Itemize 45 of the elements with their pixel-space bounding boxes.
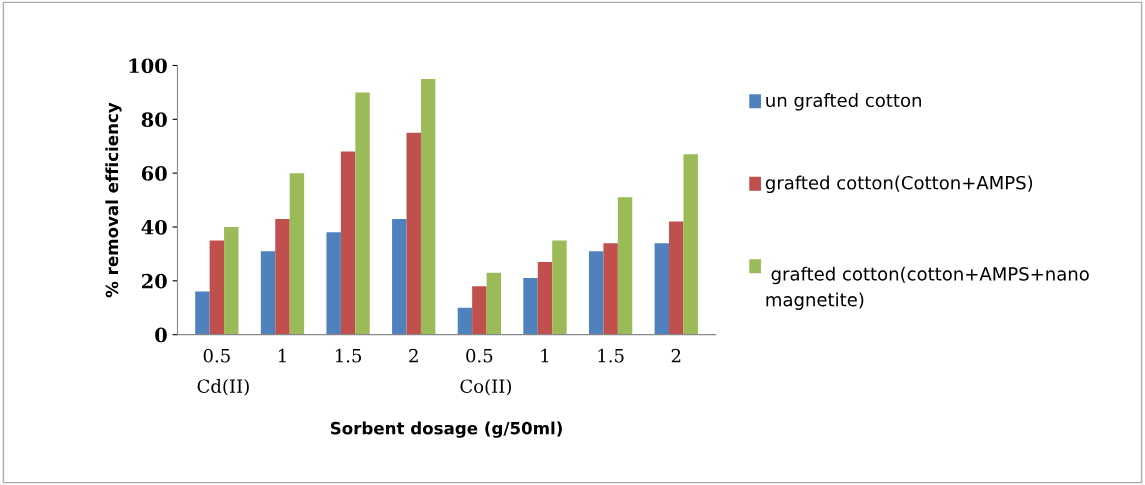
y-tick-label: 40 bbox=[141, 219, 167, 235]
bar bbox=[617, 197, 633, 335]
x-tick-label: 2 bbox=[671, 348, 681, 363]
legend-label: grafted cotton(cotton+AMPS+nano magnetite) bbox=[766, 266, 1089, 310]
x-tick-label: 0.5 bbox=[203, 348, 230, 363]
bar bbox=[326, 232, 341, 335]
bar bbox=[588, 251, 604, 335]
bar bbox=[195, 291, 210, 335]
bar bbox=[603, 243, 618, 335]
text: Co(II) bbox=[460, 379, 512, 396]
bar bbox=[654, 243, 670, 335]
bar bbox=[224, 226, 239, 335]
x-tick-label: 1 bbox=[278, 348, 286, 363]
bar bbox=[392, 218, 407, 335]
x-tick-label: 1.5 bbox=[598, 348, 624, 363]
x-tick-label: 1.5 bbox=[335, 348, 362, 363]
bar bbox=[552, 240, 567, 335]
x-tick-label: 0.5 bbox=[466, 348, 493, 363]
x-tick-label: 1 bbox=[541, 348, 549, 363]
bar bbox=[669, 221, 684, 335]
x-axis-title: Sorbent dosage (g/50ml) bbox=[330, 421, 562, 438]
legend-label: un grafted cotton bbox=[766, 93, 921, 111]
bar bbox=[340, 151, 356, 335]
bar bbox=[472, 286, 487, 335]
bar bbox=[260, 251, 276, 335]
y-tick-label: 20 bbox=[141, 273, 167, 289]
y-tick-label: 80 bbox=[141, 112, 167, 127]
bar bbox=[457, 307, 473, 335]
x-tick-label: 2 bbox=[409, 348, 418, 363]
bar bbox=[406, 132, 421, 335]
legend-label: grafted cotton(Cotton+AMPS) bbox=[765, 175, 1033, 194]
bar bbox=[537, 261, 553, 335]
y-axis-title: % removal efficiency bbox=[105, 102, 122, 298]
y-tick-label: 60 bbox=[141, 166, 167, 181]
bar bbox=[355, 92, 370, 335]
y-tick-label: 0 bbox=[155, 327, 167, 343]
bar bbox=[275, 218, 290, 335]
bar bbox=[523, 278, 538, 335]
bar bbox=[209, 240, 225, 335]
y-tick-label: 100 bbox=[129, 58, 167, 74]
bar bbox=[289, 173, 305, 335]
bar bbox=[486, 272, 502, 335]
bar bbox=[683, 154, 698, 335]
text: Cd(II) bbox=[197, 379, 249, 396]
bar bbox=[420, 78, 436, 335]
